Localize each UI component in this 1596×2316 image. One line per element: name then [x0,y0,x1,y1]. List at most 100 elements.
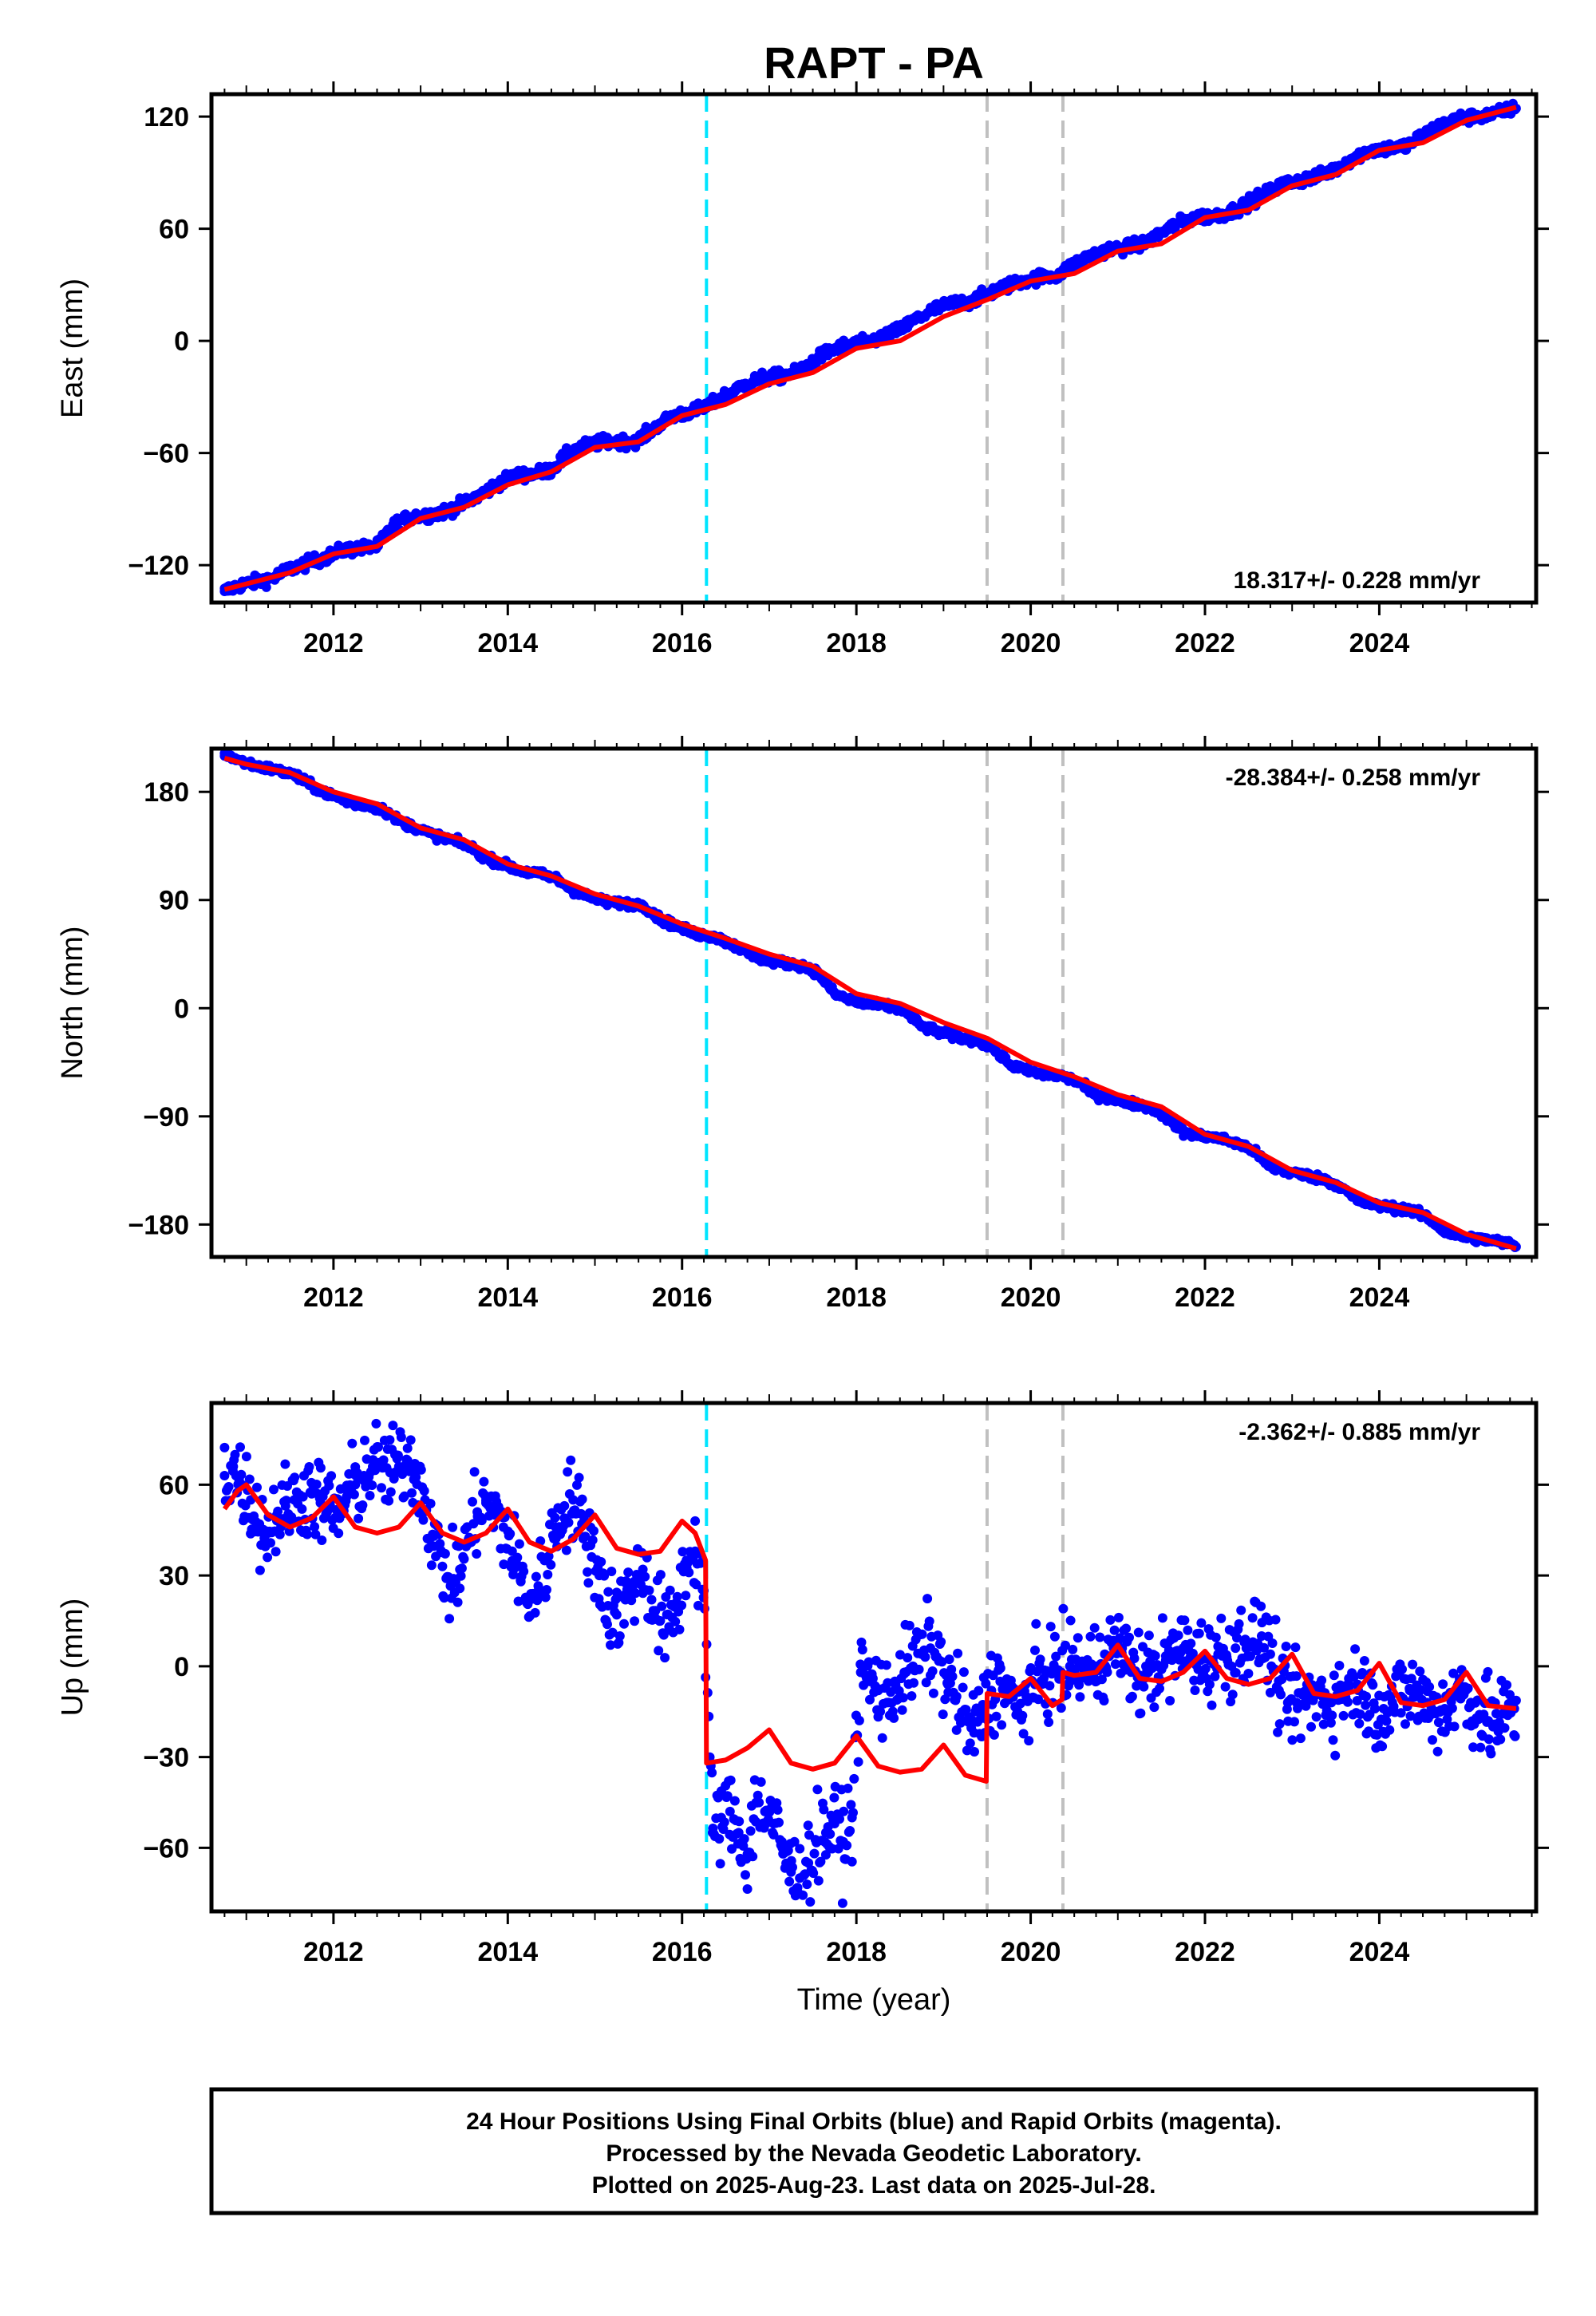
observation-point-sample [1483,1716,1493,1726]
observation-point [1179,1615,1190,1626]
observation-point [1265,1687,1275,1697]
observation-point [1495,1734,1506,1745]
observation-point [284,1526,294,1536]
panel-frame-east [209,92,1539,605]
observation-point-sample [1261,188,1271,199]
observation-point [419,1486,429,1496]
observation-point [468,1496,477,1507]
observation-point [572,1480,582,1490]
x-tick-label: 2018 [826,1937,887,1967]
observation-point-sample [1369,1703,1380,1713]
observation-point [1074,1680,1084,1690]
observation-point-sample [228,1461,239,1472]
observation-point-sample [1087,250,1097,260]
observation-point [995,1663,1005,1674]
observation-point [459,1554,469,1564]
observation-point-sample [707,1828,717,1838]
observation-point [1018,1729,1029,1739]
observation-point [1196,1618,1207,1628]
observation-point-sample [1326,1697,1337,1708]
observation-point-sample [437,1561,448,1571]
observation-point [813,1875,824,1886]
observation-point [614,1631,625,1641]
observation-point-sample [1174,218,1184,228]
observation-point-sample [481,1498,492,1508]
observation-point [1234,1618,1244,1629]
observation-point [938,1709,948,1720]
observation-point [1165,1696,1175,1705]
observation-point [223,1482,234,1492]
observation-point [1163,1646,1174,1656]
observation-point [644,1585,654,1595]
observation-point [607,1627,618,1638]
observation-point [280,1459,290,1469]
observation-point [349,1489,359,1500]
observation-point [672,1591,682,1602]
observation-point-sample [586,1540,596,1551]
observation-point [951,1725,962,1735]
observation-point-sample [917,1649,927,1659]
observation-point [1432,1746,1443,1757]
observation-point [1330,1750,1341,1761]
observation-point [684,1567,694,1578]
rate-text-up: -2.362+/- 0.885 mm/yr [1238,1419,1480,1445]
observation-point [927,1666,938,1676]
observation-point [1499,1723,1510,1733]
x-tick-label: 2014 [477,1937,538,1967]
observation-point [235,1442,245,1452]
observation-point-sample [899,1667,910,1678]
observation-point [619,1618,629,1629]
x-tick-label: 2018 [826,1282,887,1313]
observation-point-sample [1156,227,1167,238]
y-tick-label: 30 [159,1561,189,1591]
observation-point [681,1591,691,1601]
observation-point-sample [930,304,940,314]
model-curve-north [223,756,1517,1251]
x-tick-label: 2024 [1349,1937,1410,1967]
observation-point-sample [721,390,731,401]
observation-point [388,1421,398,1431]
observation-point [1396,1708,1406,1718]
observation-point [402,1443,413,1453]
observation-point [630,1588,641,1599]
observation-point [583,1578,594,1588]
observation-point [405,1435,416,1445]
observation-point-sample [820,1828,831,1838]
y-axis-label-east: East (mm) [56,279,89,418]
observation-point [640,1571,650,1582]
chart-title: RAPT - PA [764,38,984,88]
observation-point [897,1705,907,1715]
observation-point [1247,1613,1258,1623]
observation-point-sample [512,470,522,480]
observation-point [1200,1663,1211,1674]
footer-box: 24 Hour Positions Using Final Orbits (bl… [209,2087,1539,2215]
observation-point-sample [742,1848,753,1859]
observation-point-sample [516,1576,526,1587]
observation-point [1355,1709,1365,1719]
observation-point [1045,1622,1056,1632]
observation-point [739,1834,749,1844]
observation-point-sample [951,1032,962,1042]
observation-point-sample [934,1027,944,1037]
observation-point [1105,1614,1116,1625]
observation-point [965,1738,975,1749]
observation-point-sample [1021,1065,1032,1076]
y-axis-label-north: North (mm) [56,926,89,1079]
y-tick-label: 180 [144,777,189,808]
observation-point [722,1791,733,1801]
y-tick-label: −180 [128,1210,189,1240]
observation-point-sample [882,1697,892,1708]
observation-point [407,1488,417,1498]
observation-point [1406,1674,1416,1684]
observation-point [843,1783,853,1793]
observation-point-sample [333,1510,343,1520]
observation-point [543,1570,553,1579]
observation-point-sample [393,1461,404,1472]
observation-point [715,1859,725,1869]
footer-line-1: 24 Hour Positions Using Final Orbits (bl… [466,2109,1282,2135]
observation-point [903,1653,913,1663]
observation-point [741,1870,750,1880]
observation-point-sample [1274,1686,1284,1696]
observation-point [583,1567,593,1577]
